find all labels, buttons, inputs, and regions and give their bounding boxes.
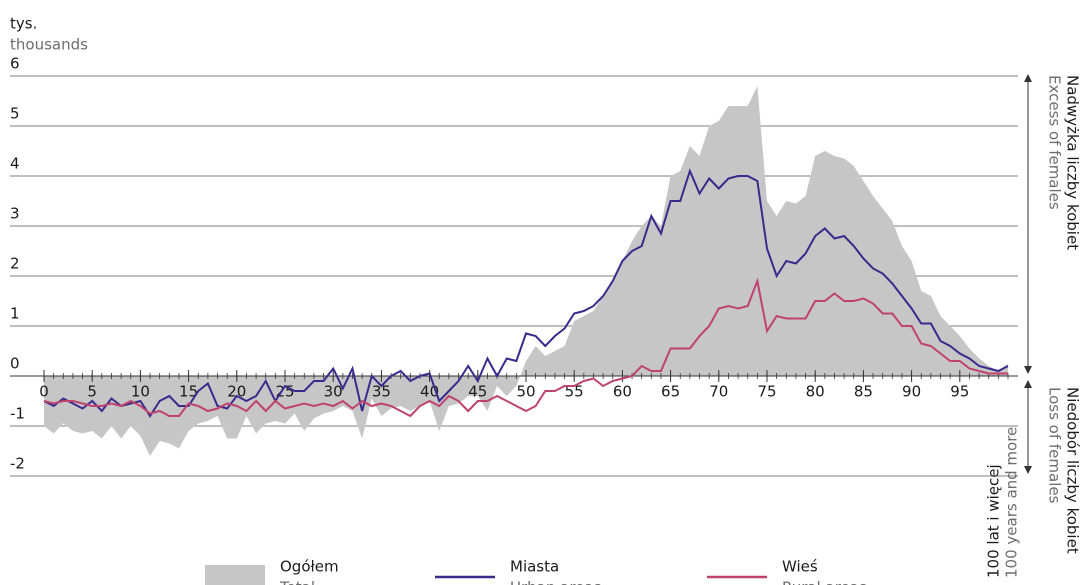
line bbox=[43, 277, 1008, 418]
annotation-top: Nadwyżka liczby kobiet bbox=[1064, 75, 1082, 250]
x-tick-label: 30 bbox=[324, 383, 343, 401]
y-tick-label: 6 bbox=[10, 55, 20, 73]
x-tick-label: 85 bbox=[854, 383, 873, 401]
x-tick-label: 90 bbox=[902, 383, 921, 401]
right-annotations: Nadwyżka liczby kobiet Excess of females… bbox=[985, 74, 1082, 578]
area bbox=[44, 86, 1008, 456]
y-tick-label: 1 bbox=[10, 305, 20, 323]
y-tick-label: -2 bbox=[10, 455, 25, 473]
legend-label: Miasta bbox=[510, 558, 559, 576]
legend-label-en: Urban areas bbox=[510, 579, 602, 585]
x-tick-label: 75 bbox=[757, 383, 776, 401]
x-tick-label: 65 bbox=[661, 383, 680, 401]
x-tick-label: 35 bbox=[372, 383, 391, 401]
x-tick-label: 50 bbox=[516, 383, 535, 401]
x-tick-label: 5 bbox=[87, 383, 97, 401]
y-unit-en: thousands bbox=[10, 36, 88, 54]
annotation-bottom-en: Loss of females bbox=[1046, 387, 1064, 504]
line bbox=[43, 168, 1009, 418]
y-tick-label: 5 bbox=[10, 105, 20, 123]
legend-label-en: Rural areas bbox=[782, 579, 867, 585]
annotation-bottom: Niedobór liczby kobiet bbox=[1064, 387, 1082, 554]
legend-label-en: Total bbox=[279, 579, 315, 585]
x-tick-label: 45 bbox=[468, 383, 487, 401]
legend-label: Wieś bbox=[782, 558, 818, 576]
y-unit: tys. bbox=[10, 15, 37, 33]
y-tick-label: -1 bbox=[10, 405, 25, 423]
x-tick-label: 25 bbox=[275, 383, 294, 401]
y-tick-label: 3 bbox=[10, 205, 20, 223]
x-tick-label: 20 bbox=[227, 383, 246, 401]
x-tick-label: 70 bbox=[709, 383, 728, 401]
x-tick-label: 60 bbox=[613, 383, 632, 401]
x-tick-label: 15 bbox=[179, 383, 198, 401]
legend-label: Ogółem bbox=[280, 558, 339, 576]
y-tick-label: 2 bbox=[10, 255, 20, 273]
y-tick-label: 0 bbox=[10, 355, 20, 373]
annotation-top-en: Excess of females bbox=[1046, 75, 1064, 210]
legend-swatch bbox=[205, 565, 265, 585]
last-age-label-en: 100 years and more bbox=[1003, 427, 1021, 578]
y-tick-label: 4 bbox=[10, 155, 20, 173]
x-tick-label: 95 bbox=[950, 383, 969, 401]
x-tick-label: 80 bbox=[806, 383, 825, 401]
x-tick-label: 10 bbox=[131, 383, 150, 401]
x-tick-label: 0 bbox=[39, 383, 49, 401]
last-age-label: 100 lat i więcej bbox=[985, 464, 1003, 578]
